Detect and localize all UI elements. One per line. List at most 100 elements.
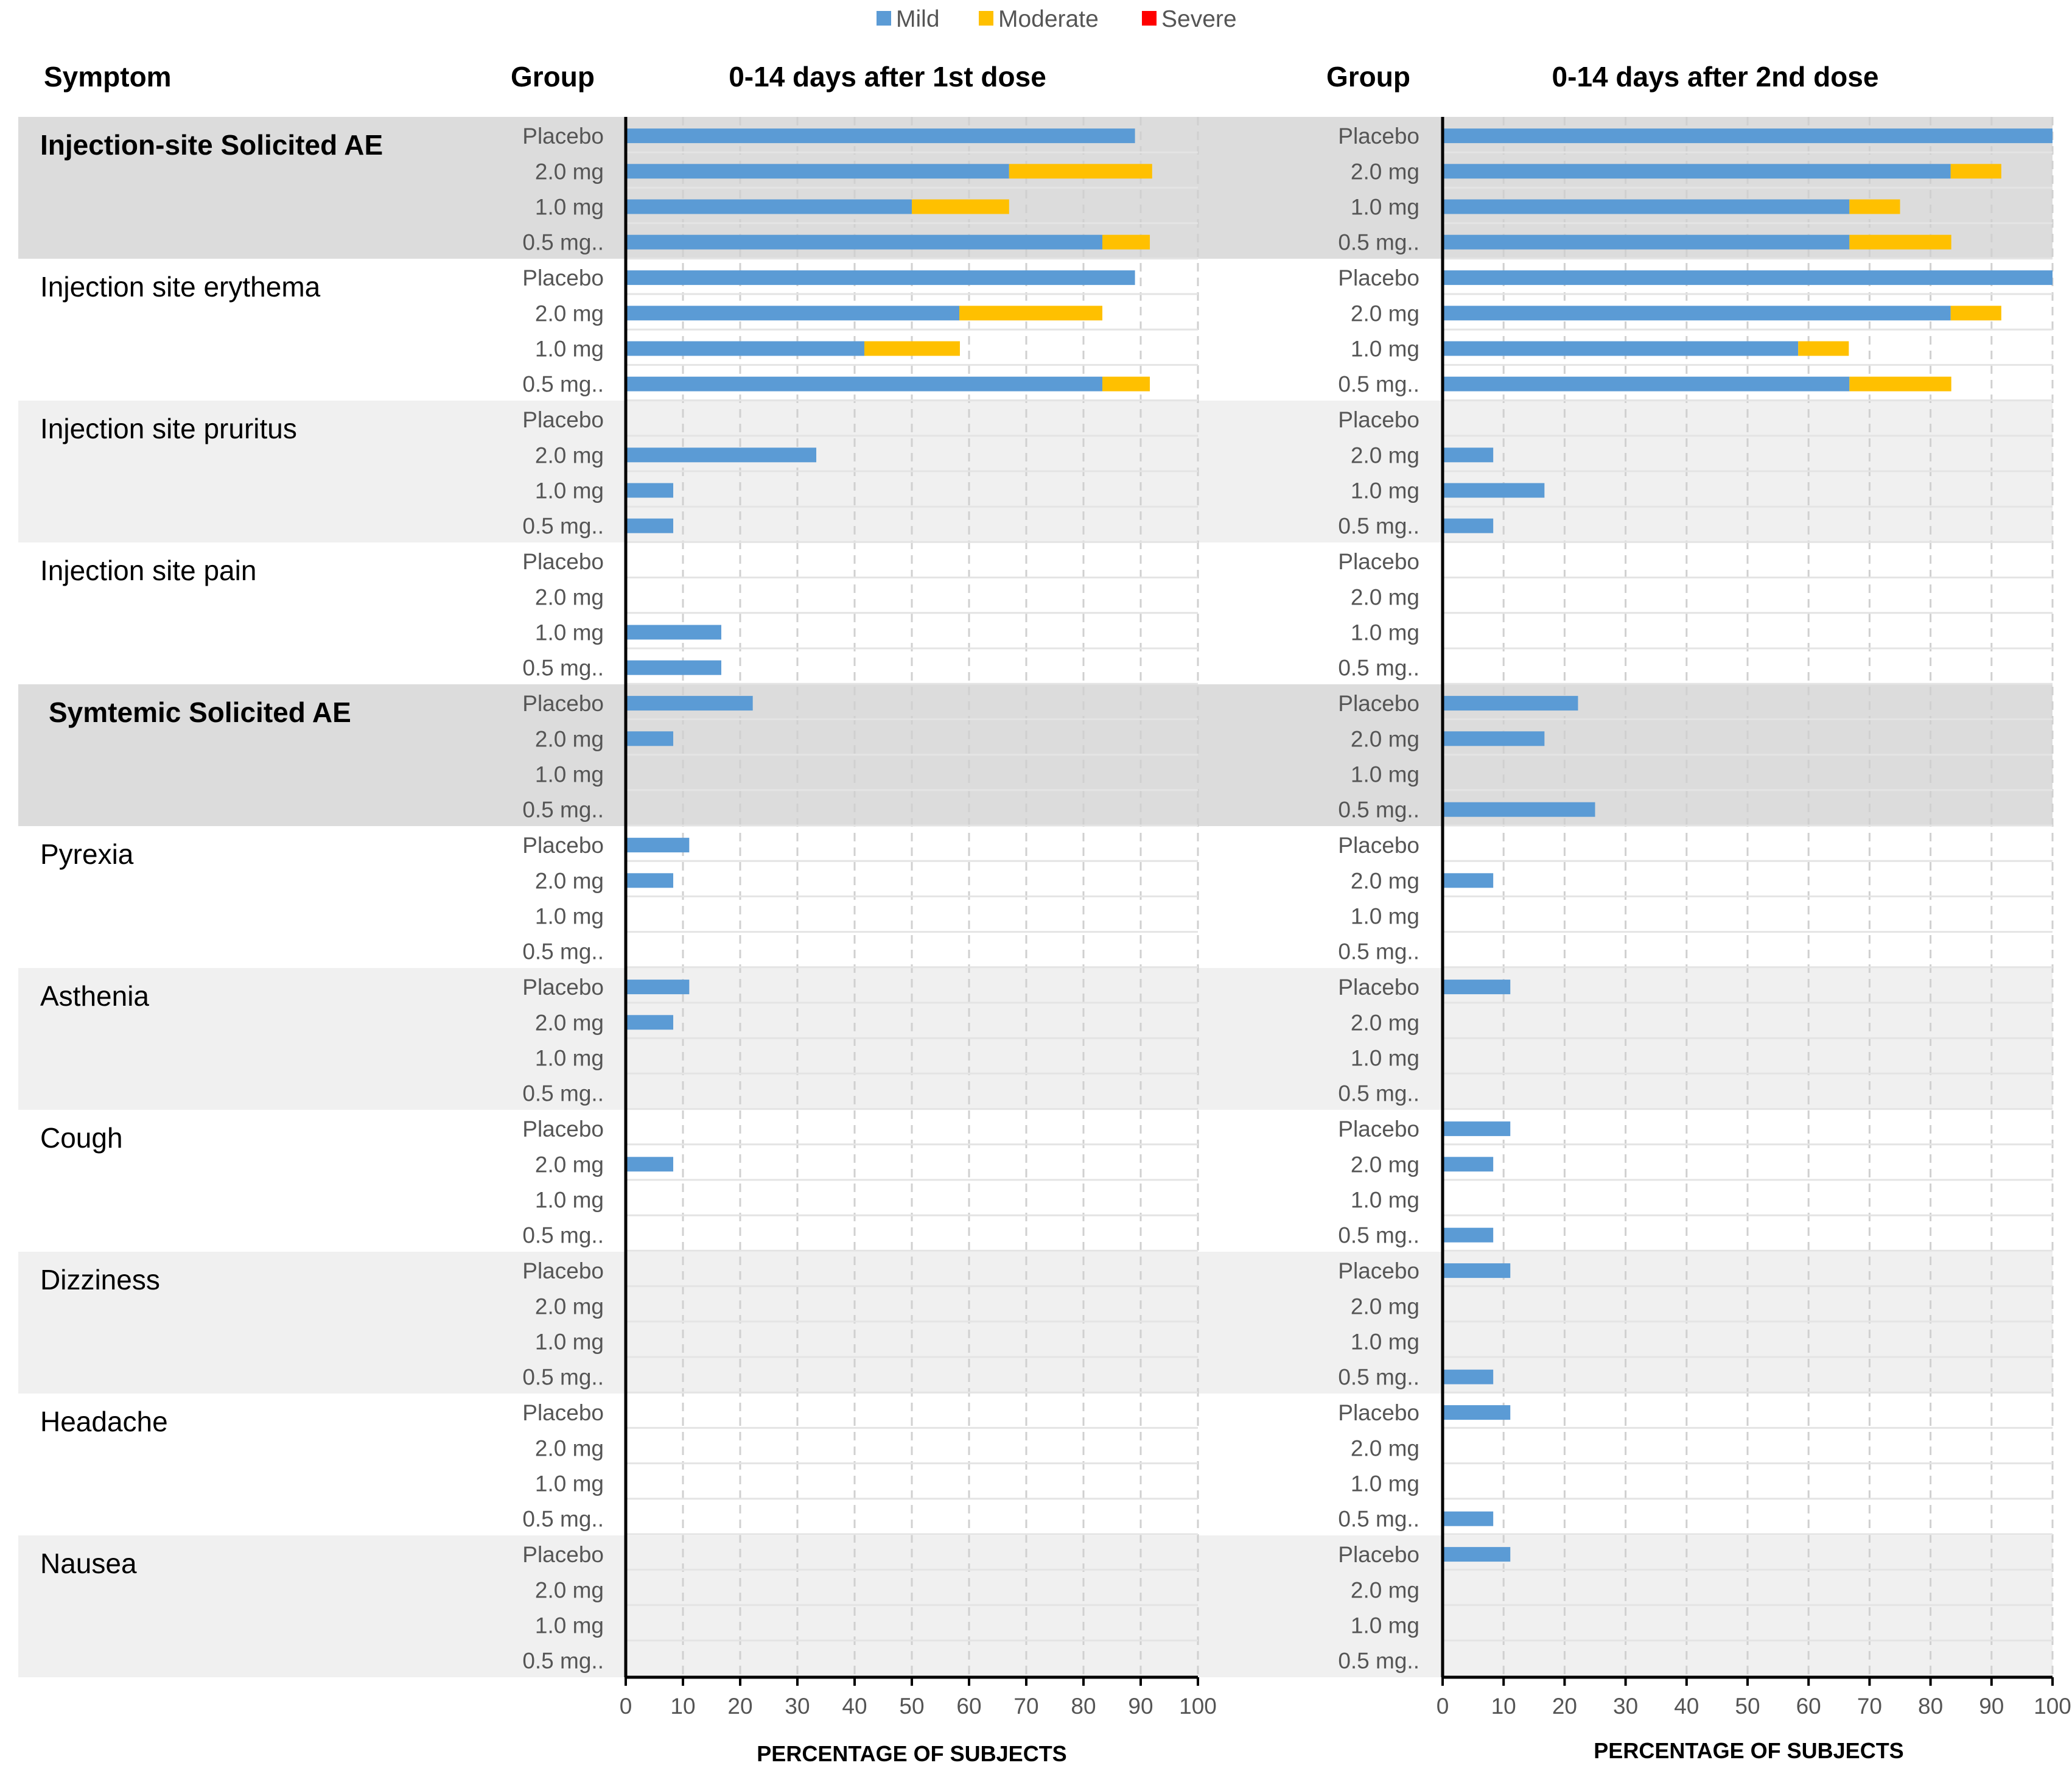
symptom-label: Cough bbox=[40, 1122, 123, 1154]
bar-mild bbox=[626, 731, 674, 746]
legend: Mild Moderate Severe bbox=[877, 6, 1237, 32]
legend-label-mild: Mild bbox=[896, 6, 940, 32]
x-tick-label: 20 bbox=[1552, 1694, 1577, 1719]
group-label: Placebo bbox=[1338, 1542, 1419, 1567]
group-label: 2.0 mg bbox=[535, 1152, 604, 1177]
group-label: 0.5 mg.. bbox=[522, 1649, 604, 1674]
group-label: 0.5 mg.. bbox=[522, 1081, 604, 1106]
group-label: 0.5 mg.. bbox=[1338, 514, 1419, 539]
group-label: Placebo bbox=[522, 124, 604, 149]
bar-moderate bbox=[1950, 306, 2001, 321]
group-header-dose2: Group bbox=[1326, 61, 1410, 93]
bar-mild bbox=[626, 447, 817, 463]
symptom-label: Headache bbox=[40, 1406, 168, 1437]
band-dose1 bbox=[18, 1535, 1199, 1677]
legend-label-severe: Severe bbox=[1161, 6, 1237, 32]
x-tick-label: 0 bbox=[1437, 1694, 1449, 1719]
bar-mild bbox=[1443, 1547, 1511, 1562]
x-tick-label: 20 bbox=[727, 1694, 752, 1719]
group-label: 2.0 mg bbox=[535, 868, 604, 893]
bar-moderate bbox=[1849, 376, 1951, 391]
group-label: Placebo bbox=[522, 1542, 604, 1567]
group-label: Placebo bbox=[1338, 1400, 1419, 1425]
x-tick-label: 50 bbox=[899, 1694, 924, 1719]
bar-mild bbox=[1443, 306, 1951, 321]
x-tick-label: 30 bbox=[785, 1694, 810, 1719]
group-label: 0.5 mg.. bbox=[1338, 798, 1419, 822]
group-label: 0.5 mg.. bbox=[522, 1365, 604, 1390]
group-label: 2.0 mg bbox=[1351, 1577, 1419, 1602]
bar-moderate bbox=[912, 199, 1009, 214]
group-label: 2.0 mg bbox=[1351, 726, 1419, 751]
bar-moderate bbox=[959, 306, 1103, 321]
bar-mild bbox=[1443, 518, 1494, 533]
group-label: Placebo bbox=[1338, 407, 1419, 432]
symptom-header: Symptom bbox=[44, 61, 172, 93]
group-label: 0.5 mg.. bbox=[1338, 656, 1419, 681]
bar-mild bbox=[1443, 873, 1494, 888]
group-label: 2.0 mg bbox=[1351, 1010, 1419, 1035]
bar-mild bbox=[1443, 696, 1578, 711]
x-tick-label: 90 bbox=[1979, 1694, 2004, 1719]
bar-mild bbox=[1443, 1157, 1494, 1172]
band-dose1 bbox=[18, 1252, 1199, 1394]
bar-mild bbox=[626, 625, 721, 640]
group-label: 2.0 mg bbox=[1351, 1294, 1419, 1319]
x-tick-label: 80 bbox=[1918, 1694, 1943, 1719]
group-label: Placebo bbox=[1338, 124, 1419, 149]
group-label: 0.5 mg.. bbox=[1338, 1365, 1419, 1390]
bar-mild bbox=[626, 376, 1103, 391]
group-label: 2.0 mg bbox=[1351, 584, 1419, 609]
group-label: Placebo bbox=[1338, 833, 1419, 858]
bar-moderate bbox=[1849, 199, 1900, 214]
group-label: 0.5 mg.. bbox=[522, 939, 604, 964]
group-label: 1.0 mg bbox=[1351, 479, 1419, 503]
symptom-label: Asthenia bbox=[40, 980, 149, 1012]
group-label: 2.0 mg bbox=[535, 301, 604, 326]
bar-mild bbox=[626, 234, 1103, 250]
group-label: Placebo bbox=[522, 407, 604, 432]
group-label: 1.0 mg bbox=[1351, 337, 1419, 362]
group-label: 2.0 mg bbox=[535, 584, 604, 609]
symptom-label: Injection site erythema bbox=[40, 271, 321, 303]
group-label: 2.0 mg bbox=[1351, 1436, 1419, 1461]
bar-mild bbox=[1443, 1511, 1494, 1526]
group-label: 2.0 mg bbox=[1351, 1152, 1419, 1177]
dose2-title: 0-14 days after 2nd dose bbox=[1552, 61, 1879, 93]
x-axis-label-dose1: PERCENTAGE OF SUBJECTS bbox=[757, 1741, 1066, 1766]
x-axis-label-dose2: PERCENTAGE OF SUBJECTS bbox=[1594, 1738, 1903, 1763]
bar-mild bbox=[626, 873, 674, 888]
group-label: 1.0 mg bbox=[1351, 1188, 1419, 1213]
group-label: Placebo bbox=[522, 975, 604, 1000]
group-label: 1.0 mg bbox=[535, 1046, 604, 1071]
group-label: 2.0 mg bbox=[535, 1010, 604, 1035]
bar-mild bbox=[626, 838, 690, 853]
grid-lines bbox=[626, 117, 2054, 1677]
group-label: 0.5 mg.. bbox=[1338, 1649, 1419, 1674]
bar-mild bbox=[626, 199, 912, 214]
axes bbox=[624, 117, 2054, 1686]
bar-mild bbox=[626, 306, 960, 321]
symptom-label: Injection-site Solicited AE bbox=[40, 129, 383, 161]
group-label: 1.0 mg bbox=[1351, 762, 1419, 787]
group-label: 2.0 mg bbox=[1351, 301, 1419, 326]
group-label: Placebo bbox=[522, 691, 604, 716]
group-label: Placebo bbox=[522, 833, 604, 858]
bar-moderate bbox=[1798, 341, 1849, 356]
group-label: 0.5 mg.. bbox=[522, 372, 604, 397]
group-label: Placebo bbox=[522, 549, 604, 574]
group-label: 1.0 mg bbox=[1351, 904, 1419, 929]
group-label: 1.0 mg bbox=[535, 620, 604, 645]
group-label: 1.0 mg bbox=[535, 904, 604, 929]
x-tick-label: 70 bbox=[1857, 1694, 1882, 1719]
group-label: 0.5 mg.. bbox=[1338, 372, 1419, 397]
group-label: 2.0 mg bbox=[535, 1436, 604, 1461]
group-header-dose1: Group bbox=[511, 61, 595, 93]
bar-mild bbox=[626, 341, 864, 356]
group-label: 1.0 mg bbox=[535, 1613, 604, 1638]
x-tick-label: 50 bbox=[1735, 1694, 1760, 1719]
bar-mild bbox=[1443, 341, 1799, 356]
symptom-label: Symtemic Solicited AE bbox=[49, 696, 351, 728]
group-label: 2.0 mg bbox=[1351, 868, 1419, 893]
group-label: 0.5 mg.. bbox=[522, 230, 604, 255]
